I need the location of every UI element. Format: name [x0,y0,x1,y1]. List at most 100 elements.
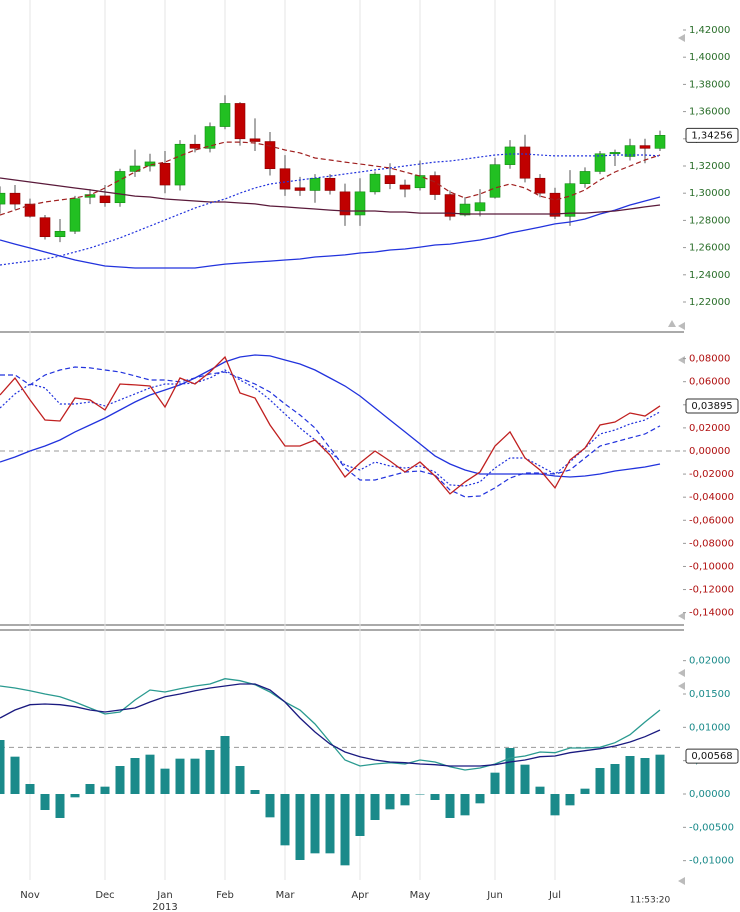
candle-body [519,146,531,179]
candle-body [99,195,111,204]
bar [40,794,50,810]
y-tick-label: -0,08000 [689,538,734,549]
candle-body [369,173,381,193]
candle-body [249,138,261,142]
grid [29,0,556,880]
bar [535,786,545,794]
last-value-label: 0,00568 [691,751,732,762]
y-tick-label: 1,40000 [689,52,730,63]
line-series [0,369,661,487]
bar [460,794,470,816]
candle-body [279,168,291,190]
arrow [678,322,685,330]
timestamp: 11:53:20 [630,896,671,906]
x-tick-label: Jun [486,890,503,901]
bar [400,794,410,806]
y-tick-label: 1,42000 [689,25,730,36]
bar [280,794,290,846]
y-tick-label: 1,38000 [689,79,730,90]
candle-body [294,187,306,191]
bar [310,794,320,854]
y-tick-label: 1,36000 [689,107,730,118]
bar [115,766,125,794]
bar [250,790,260,794]
x-tick-label: Jul [548,890,561,901]
candle-body [399,184,411,190]
bar [295,794,305,860]
line-series [0,683,661,767]
candle-body [324,177,336,191]
candle-body [159,162,171,186]
candle-body [534,177,546,194]
candle-body [504,146,516,165]
y-tick-label: -0,04000 [689,492,734,503]
y-tick-label: 0,06000 [689,377,730,388]
bar [475,794,485,804]
bar [640,758,650,794]
candle-body [444,194,456,217]
y-tick-label: 0,01000 [689,722,730,733]
last-value-label: 1,34256 [691,130,732,141]
y-tick-label: -0,10000 [689,561,734,572]
bar [100,786,110,794]
bar [370,794,380,820]
x-tick-label: Mar [276,890,296,901]
y-tick-label: 1,26000 [689,243,730,254]
candle-body [54,230,66,238]
bar [325,794,335,854]
y-tick-label: 0,02000 [689,423,730,434]
bar [655,754,665,794]
bar [415,794,425,795]
candle-body [39,217,51,238]
arrow [678,669,685,677]
y-tick-label: 0,00000 [689,446,730,457]
y-tick-label: 1,28000 [689,215,730,226]
last-value-box [685,748,739,764]
last-value-box [685,398,739,414]
candle-body [654,135,666,149]
x-tick-label: Apr [351,890,369,901]
candle-body [549,192,561,217]
line-series [0,354,661,478]
bar [130,758,140,794]
bar [85,784,95,794]
candle-body [174,143,186,186]
bar [625,756,635,794]
line-series [0,196,661,269]
x-tick-label: Nov [20,890,40,901]
candle-body [639,145,651,149]
candle-body [354,191,366,216]
y-tick-label: -0,01000 [689,856,734,867]
y-tick-label: 0,02000 [689,656,730,667]
line-series [0,678,661,771]
bar [610,764,620,794]
bar [490,772,500,794]
bar [220,736,230,794]
candle-body [489,164,501,198]
y-tick-label: -0,00500 [689,822,734,833]
y-tick-label: 0,08000 [689,354,730,365]
bar [0,740,5,794]
candle-body [459,203,471,216]
y-tick-label: 0,01500 [689,689,730,700]
x-tick-label: Jan [156,890,172,901]
bar [595,768,605,794]
arrow [678,877,685,885]
bar [550,794,560,816]
bar [10,756,20,794]
bar [205,750,215,794]
candle-body [579,171,591,184]
y-tick-label: -0,02000 [689,469,734,480]
x-tick-label: May [410,890,431,901]
arrow [678,356,685,364]
candle-body [264,141,276,170]
candle-body [204,126,216,149]
arrow [678,612,685,620]
y-tick-label: 1,22000 [689,297,730,308]
y-tick-label: -0,12000 [689,585,734,596]
y-tick-label: 0,00000 [689,789,730,800]
bar [145,754,155,794]
bar [580,788,590,794]
